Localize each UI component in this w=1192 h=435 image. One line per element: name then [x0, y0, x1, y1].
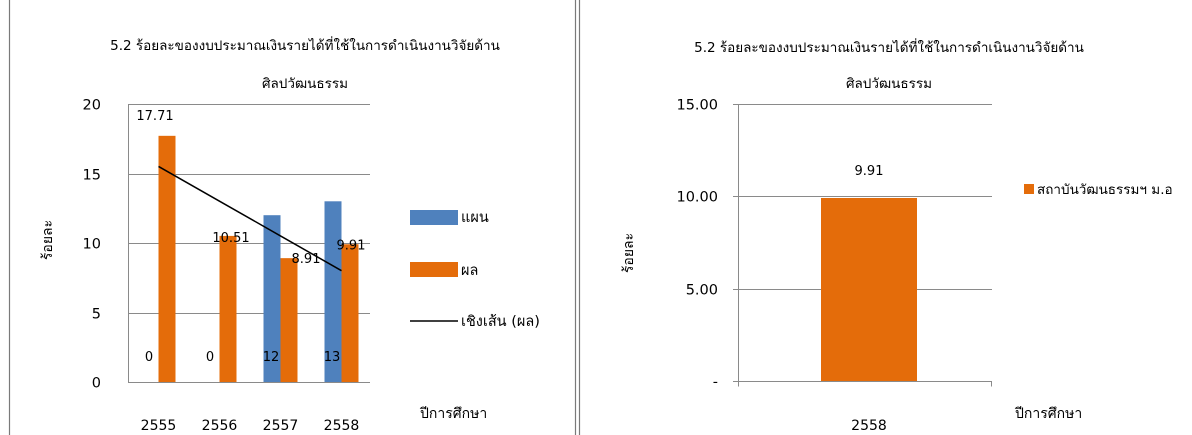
chart-title-line-1: 5.2 ร้อยละของงบประมาณเงินรายได้ที่ใช้ในก… [694, 38, 1084, 56]
legend-key-plan [410, 210, 458, 225]
legend: แผน ผล เชิงเส้น (ผล) [410, 210, 540, 330]
bar [263, 215, 281, 382]
y-tick-label: 15 [83, 168, 101, 184]
y-tick-label: - [713, 375, 718, 391]
y-tick-label: 5 [92, 307, 101, 323]
bar [158, 135, 176, 382]
y-tick-label: 10.00 [676, 190, 718, 206]
bar [821, 197, 917, 381]
legend-label-plan: แผน [461, 210, 489, 226]
data-label: 0 [206, 350, 214, 365]
legend: สถาบันวัฒนธรรมฯ ม.อ [1024, 182, 1173, 198]
x-category-label: 2557 [263, 418, 299, 434]
y-axis-title: ร้อยละ [621, 233, 637, 273]
x-category-label: 2558 [851, 418, 887, 434]
y-tick-label: 15.00 [676, 98, 718, 114]
legend-label-trendline: เชิงเส้น (ผล) [461, 313, 540, 330]
data-label: 10.51 [212, 231, 249, 246]
chart-title-line-1: 5.2 ร้อยละของงบประมาณเงินรายได้ที่ใช้ในก… [110, 36, 500, 54]
x-axis-title: ปีการศึกษา [420, 406, 488, 422]
y-tick-label: 20 [83, 98, 101, 114]
bar [324, 201, 342, 382]
bar [341, 244, 359, 382]
y-tick-label: 0 [92, 376, 101, 392]
legend-label-result: ผล [461, 263, 478, 279]
x-category-label: 2556 [202, 418, 238, 434]
y-tick-label: 5.00 [686, 283, 718, 299]
x-category-label: 2555 [141, 418, 177, 434]
plot-area: 0 5 10 15 20 0 0 12 13 17.71 10.51 8.91 9.91 2555 2556… [83, 98, 370, 434]
y-axis-title: ร้อยละ [40, 220, 56, 260]
legend-label-institute: สถาบันวัฒนธรรมฯ ม.อ [1037, 182, 1173, 198]
data-label: 0 [145, 350, 153, 365]
right-chart: 5.2 ร้อยละของงบประมาณเงินรายได้ที่ใช้ในก… [578, 0, 1173, 435]
bar [219, 235, 237, 382]
bar [280, 258, 298, 382]
data-label: 8.91 [292, 252, 321, 267]
trendline [158, 165, 342, 272]
legend-key-result [410, 262, 458, 277]
left-chart: 5.2 ร้อยละของงบประมาณเงินรายได้ที่ใช้ในก… [8, 0, 577, 435]
x-axis-title: ปีการศึกษา [1015, 406, 1083, 422]
chart-title-line-2: ศิลปวัฒนธรรม [262, 76, 348, 92]
y-tick-label: 10 [83, 237, 101, 253]
data-label: 12 [263, 350, 280, 365]
x-category-label: 2558 [324, 418, 360, 434]
legend-key-institute [1024, 184, 1034, 194]
chart-title-line-2: ศิลปวัฒนธรรม [846, 76, 932, 92]
data-label: 17.71 [136, 109, 173, 124]
data-label: 9.91 [855, 164, 884, 179]
data-label: 13 [324, 350, 341, 365]
data-label: 9.91 [337, 238, 366, 253]
plot-area: - 5.00 10.00 15.00 9.91 2558 [676, 98, 992, 434]
